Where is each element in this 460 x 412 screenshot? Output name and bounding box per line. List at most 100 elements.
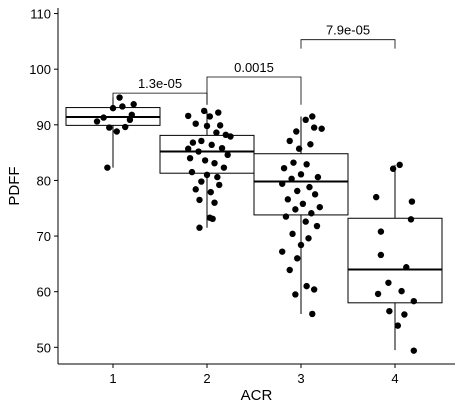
data-point: [186, 154, 194, 162]
data-point: [100, 114, 107, 121]
data-points: [93, 94, 417, 354]
data-point: [126, 116, 134, 124]
data-point: [401, 311, 408, 318]
x-tick-label: 4: [391, 371, 398, 386]
y-tick-label: 90: [37, 118, 51, 133]
box-group: [159, 111, 255, 228]
data-point: [122, 123, 129, 131]
data-point: [203, 171, 211, 179]
data-point: [209, 215, 216, 223]
data-point: [189, 139, 197, 146]
data-point: [310, 286, 318, 293]
data-point: [299, 200, 307, 207]
data-point: [104, 164, 111, 171]
data-point: [318, 125, 325, 132]
data-point: [302, 116, 309, 124]
iqr-box: [347, 217, 443, 304]
data-point: [93, 118, 101, 125]
data-point: [130, 101, 137, 108]
data-point: [196, 224, 203, 231]
data-point: [407, 216, 415, 223]
data-point: [310, 124, 318, 131]
x-tick-label: 2: [203, 371, 210, 386]
data-point: [289, 230, 296, 238]
data-point: [313, 222, 321, 230]
data-point: [116, 94, 123, 101]
data-point: [213, 129, 220, 136]
data-point: [394, 322, 402, 329]
data-point: [196, 196, 203, 204]
data-point: [314, 173, 322, 181]
data-point: [293, 128, 300, 135]
data-point: [208, 141, 215, 149]
data-point: [389, 165, 397, 172]
data-point: [195, 148, 202, 155]
x-tick-label: 1: [109, 371, 116, 386]
data-point: [386, 307, 393, 315]
y-axis-ticks: 50 60 70 80 90 100 110: [29, 7, 58, 355]
box-group: [347, 164, 443, 351]
data-point: [279, 248, 286, 255]
data-point: [216, 181, 223, 189]
x-axis-label: ACR: [241, 387, 273, 404]
data-point: [303, 282, 310, 290]
data-point: [119, 103, 126, 110]
data-point: [308, 210, 315, 217]
data-point: [377, 228, 385, 235]
data-point: [373, 193, 380, 201]
data-point: [201, 157, 209, 164]
data-point: [218, 144, 226, 152]
data-point: [113, 128, 120, 135]
data-point: [292, 291, 299, 298]
data-point: [306, 183, 313, 191]
data-point: [316, 203, 323, 211]
data-point: [297, 241, 305, 249]
data-point: [188, 168, 196, 176]
data-point: [203, 122, 211, 130]
y-tick-label: 80: [37, 173, 51, 188]
data-point: [377, 251, 385, 259]
data-point: [284, 196, 292, 203]
p-value-label: 7.9e-05: [326, 23, 370, 38]
data-point: [282, 213, 290, 220]
y-tick-label: 70: [37, 229, 51, 244]
data-point: [398, 287, 405, 295]
iqr-box: [159, 134, 255, 174]
y-tick-label: 110: [30, 7, 51, 22]
data-point: [410, 297, 417, 305]
data-point: [185, 112, 192, 120]
x-tick-label: 3: [297, 371, 304, 386]
data-point: [295, 145, 303, 152]
data-point: [128, 111, 135, 119]
y-tick-label: 50: [37, 340, 51, 355]
data-point: [305, 235, 312, 242]
data-point: [214, 173, 221, 181]
data-point: [198, 137, 205, 145]
x-axis-ticks: 1 2 3 4: [109, 364, 399, 386]
data-point: [303, 161, 310, 168]
data-point: [288, 175, 295, 182]
data-point: [220, 164, 228, 171]
data-point: [294, 255, 301, 262]
data-point: [192, 120, 199, 127]
significance-bracket: 7.9e-05: [300, 23, 396, 49]
data-point: [211, 199, 218, 206]
data-point: [302, 218, 309, 225]
data-point: [192, 186, 199, 193]
bracket-line: [206, 76, 302, 105]
data-point: [297, 171, 305, 178]
data-point: [385, 279, 392, 286]
data-point: [207, 188, 214, 196]
data-point: [408, 198, 416, 205]
data-point: [311, 191, 319, 198]
data-point: [294, 187, 301, 195]
data-point: [309, 113, 316, 120]
y-axis-label: PDFF: [6, 166, 23, 205]
data-point: [292, 206, 299, 213]
significance-bracket: 0.0015: [206, 60, 302, 105]
bracket-line: [112, 92, 208, 105]
data-point: [227, 133, 234, 140]
data-point: [396, 161, 403, 169]
p-value-label: 0.0015: [234, 60, 274, 75]
